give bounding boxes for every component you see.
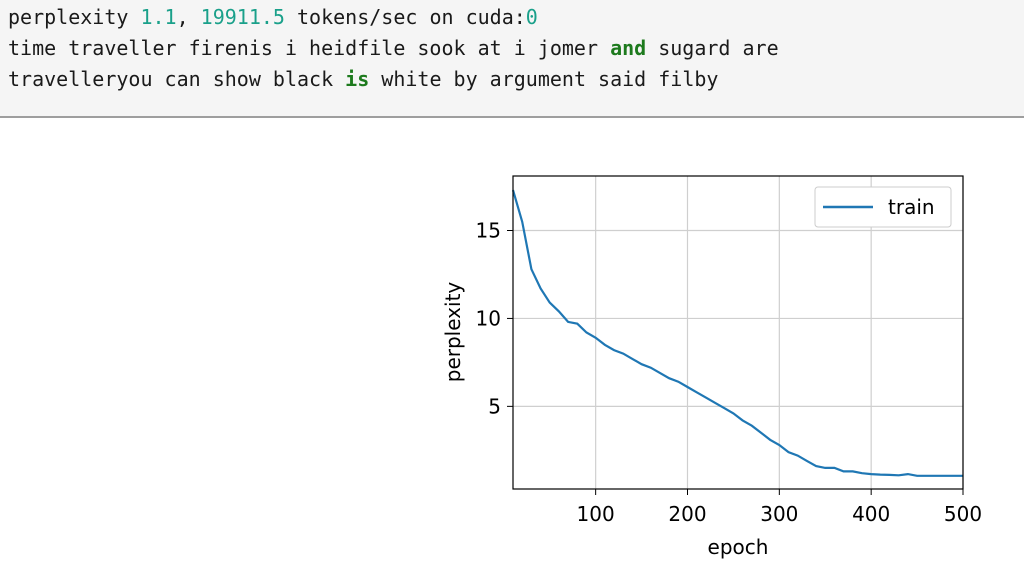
x-axis-label: epoch bbox=[708, 535, 769, 559]
keyword-and: and bbox=[610, 36, 647, 60]
keyword-is: is bbox=[345, 67, 370, 91]
y-axis-label: perplexity bbox=[441, 282, 465, 383]
prediction-1-before: time traveller firenis i heidfile sook a… bbox=[8, 36, 611, 60]
prediction-line-1: time traveller firenis i heidfile sook a… bbox=[8, 36, 779, 60]
perplexity-value: 1.1 bbox=[140, 5, 177, 29]
y-tick-label: 10 bbox=[476, 306, 501, 330]
prediction-line-2: travelleryou can show black is white by … bbox=[8, 67, 718, 91]
perplexity-prefix: perplexity bbox=[8, 5, 141, 29]
y-tick-label: 5 bbox=[488, 394, 501, 418]
x-axis-ticks: 100 200 300 400 500 bbox=[577, 489, 982, 526]
legend-label-train: train bbox=[888, 195, 935, 219]
prediction-2-before: travelleryou can show black bbox=[8, 67, 346, 91]
legend: train bbox=[814, 186, 952, 228]
prediction-1-after: sugard are bbox=[646, 36, 779, 60]
y-axis-ticks: 5 10 15 bbox=[476, 219, 513, 418]
device-id: 0 bbox=[525, 5, 538, 29]
legend-box bbox=[814, 186, 952, 228]
cell-output: perplexity 1.1, 19911.5 tokens/sec on cu… bbox=[0, 0, 1024, 118]
tokens-suffix: tokens/sec on cuda: bbox=[284, 5, 526, 29]
x-tick-label: 400 bbox=[852, 502, 890, 526]
train-series-line bbox=[511, 189, 963, 477]
x-tick-label: 100 bbox=[577, 502, 615, 526]
prediction-2-after: white by argument said filby bbox=[369, 67, 719, 91]
plot-frame bbox=[512, 175, 964, 490]
x-tick-label: 200 bbox=[668, 502, 706, 526]
separator: , bbox=[176, 5, 201, 29]
x-tick-label: 300 bbox=[760, 502, 798, 526]
perplexity-line: perplexity 1.1, 19911.5 tokens/sec on cu… bbox=[8, 5, 538, 29]
y-tick-label: 15 bbox=[476, 219, 501, 243]
tokens-per-sec-value: 19911.5 bbox=[200, 5, 285, 29]
x-tick-label: 500 bbox=[944, 502, 982, 526]
